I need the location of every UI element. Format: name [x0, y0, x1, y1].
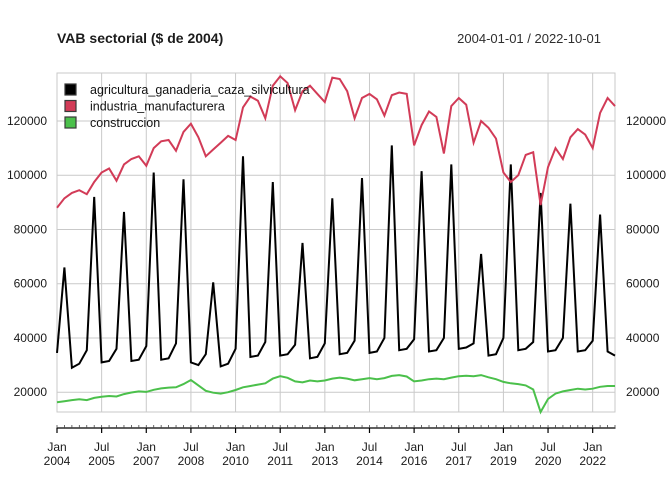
x-tick-label-year: 2004	[44, 454, 71, 468]
x-tick-label-month: Jan	[315, 440, 334, 454]
x-tick-label-month: Jul	[273, 440, 288, 454]
y-tick-label-left: 40000	[14, 331, 48, 345]
y-tick-label-right: 120000	[626, 114, 666, 128]
x-tick-label-year: 2019	[490, 454, 517, 468]
date-range-label: 2004-01-01 / 2022-10-01	[457, 31, 601, 46]
y-tick-label-left: 60000	[14, 277, 48, 291]
x-tick-label-month: Jul	[183, 440, 198, 454]
legend-swatch-agricultura_ganaderia_caza_silvicultura	[64, 83, 77, 96]
x-tick-label-year: 2008	[178, 454, 205, 468]
y-tick-label-left: 80000	[14, 222, 48, 236]
y-tick-label-left: 120000	[7, 114, 47, 128]
x-tick-label-month: Jan	[226, 440, 245, 454]
series-line-construccion	[56, 374, 615, 415]
x-tick-label-year: 2020	[535, 454, 562, 468]
x-tick-label-month: Jan	[494, 440, 513, 454]
y-tick-label-left: 20000	[14, 385, 48, 399]
x-tick-label-month: Jan	[404, 440, 423, 454]
y-tick-label-right: 80000	[626, 222, 660, 236]
legend-swatch-industria_manufacturera	[64, 99, 77, 113]
x-tick-label-year: 2017	[445, 454, 472, 468]
x-tick-label-year: 2011	[267, 454, 293, 468]
x-tick-label-month: Jul	[540, 440, 555, 454]
y-tick-label-right: 60000	[626, 277, 660, 291]
y-tick-label-right: 40000	[626, 331, 660, 345]
series-line-industria_manufacturera	[56, 74, 616, 209]
x-tick-label-year: 2010	[222, 454, 249, 468]
x-tick-label-year: 2022	[579, 454, 606, 468]
x-tick-label-month: Jul	[94, 440, 109, 454]
legend-swatch-construccion	[64, 116, 77, 129]
x-tick-label-year: 2014	[356, 454, 383, 468]
legend-label-construccion: construccion	[90, 116, 160, 130]
x-tick-label-month: Jul	[362, 440, 377, 454]
x-tick-label-month: Jan	[137, 440, 156, 454]
x-tick-label-year: 2005	[88, 454, 115, 468]
series-line-agricultura_ganaderia_caza_silvicultura	[56, 145, 616, 370]
x-tick-label-year: 2007	[133, 454, 160, 468]
y-tick-label-right: 20000	[626, 385, 660, 399]
x-tick-label-year: 2016	[401, 454, 428, 468]
legend-label-agricultura_ganaderia_caza_silvicultura: agricultura_ganaderia_caza_silvicultura	[90, 83, 310, 97]
x-tick-label-month: Jan	[47, 440, 66, 454]
chart-title: VAB sectorial ($ de 2004)	[57, 30, 224, 46]
y-tick-label-right: 100000	[626, 168, 666, 182]
x-tick-label-month: Jan	[583, 440, 602, 454]
x-tick-label-year: 2013	[311, 454, 338, 468]
y-tick-label-left: 100000	[7, 168, 47, 182]
x-tick-label-month: Jul	[451, 440, 466, 454]
legend-label-industria_manufacturera: industria_manufacturera	[90, 100, 225, 114]
